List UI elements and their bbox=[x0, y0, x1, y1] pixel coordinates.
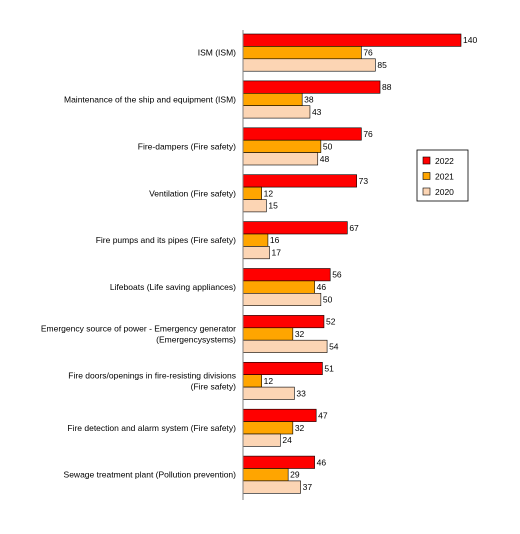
bar-2022-9 bbox=[242, 455, 315, 469]
bar-2020-4 bbox=[242, 246, 270, 260]
legend-label-2022: 2022 bbox=[435, 156, 454, 166]
category-label-1: Maintenance of the ship and equipment (I… bbox=[64, 95, 236, 105]
value-label-2022-6: 52 bbox=[326, 317, 336, 327]
value-label-2022-9: 46 bbox=[317, 457, 327, 467]
bar-2021-9 bbox=[242, 468, 289, 482]
value-label-2021-3: 12 bbox=[264, 188, 274, 198]
bar-2020-7 bbox=[242, 386, 295, 400]
bar-2022-5 bbox=[242, 268, 331, 282]
bar-2020-2 bbox=[242, 152, 319, 166]
bar-2022-3 bbox=[242, 174, 357, 188]
category-label-7: Fire doors/openings in fire-resisting di… bbox=[68, 370, 236, 391]
value-label-2021-0: 76 bbox=[363, 48, 373, 58]
bar-2022-6 bbox=[242, 315, 325, 329]
bar-2022-4 bbox=[242, 221, 348, 235]
value-label-2020-1: 43 bbox=[312, 107, 322, 117]
category-label-5: Lifeboats (Life saving appliances) bbox=[110, 282, 236, 292]
value-label-2020-2: 48 bbox=[320, 154, 330, 164]
bar-2022-8 bbox=[242, 408, 317, 422]
bar-2020-3 bbox=[242, 199, 267, 213]
value-label-2020-3: 15 bbox=[268, 201, 278, 211]
value-label-2021-5: 46 bbox=[317, 282, 327, 292]
category-labels: ISM (ISM) Maintenance of the ship and equ… bbox=[41, 48, 236, 480]
value-label-2021-4: 16 bbox=[270, 235, 280, 245]
bar-2020-1 bbox=[242, 105, 311, 119]
bar-2021-2 bbox=[242, 139, 322, 153]
value-label-2021-1: 38 bbox=[304, 95, 314, 105]
bar-2022-1 bbox=[242, 80, 381, 94]
category-label-6: Emergency source of power - Emergency ge… bbox=[41, 324, 236, 345]
legend-swatch-2022 bbox=[422, 156, 431, 165]
bar-2021-8 bbox=[242, 421, 294, 435]
value-label-2020-4: 17 bbox=[271, 248, 281, 258]
value-label-2022-5: 56 bbox=[332, 270, 342, 280]
category-label-8: Fire detection and alarm system (Fire sa… bbox=[67, 423, 236, 433]
bar-2021-3 bbox=[242, 186, 262, 200]
bar-2022-0 bbox=[242, 33, 462, 47]
value-label-2020-5: 50 bbox=[323, 295, 333, 305]
bar-2022-2 bbox=[242, 127, 362, 141]
legend-swatch-2020 bbox=[422, 187, 431, 196]
bar-2021-1 bbox=[242, 93, 303, 107]
value-label-2022-1: 88 bbox=[382, 82, 392, 92]
value-label-2022-7: 51 bbox=[324, 364, 334, 374]
bar-2021-7 bbox=[242, 374, 262, 388]
category-label-2: Fire-dampers (Fire safety) bbox=[138, 141, 236, 151]
value-label-2021-8: 32 bbox=[295, 423, 305, 433]
category-label-0: ISM (ISM) bbox=[198, 48, 236, 58]
value-label-2020-6: 54 bbox=[329, 341, 339, 351]
value-label-2020-7: 33 bbox=[296, 388, 306, 398]
value-label-2022-3: 73 bbox=[359, 176, 369, 186]
value-label-2020-8: 24 bbox=[282, 435, 292, 445]
legend: 2022 2021 2020 bbox=[416, 149, 469, 202]
bars-layer bbox=[242, 33, 462, 494]
value-label-2022-4: 67 bbox=[349, 223, 359, 233]
legend-swatch-2021 bbox=[422, 172, 431, 180]
bar-2020-5 bbox=[242, 292, 322, 306]
value-label-2021-6: 32 bbox=[295, 329, 305, 339]
value-label-2022-0: 140 bbox=[463, 35, 477, 45]
bar-2020-8 bbox=[242, 433, 281, 447]
legend-label-2021: 2021 bbox=[435, 172, 454, 182]
bar-2022-7 bbox=[242, 361, 323, 375]
bar-2020-9 bbox=[242, 480, 301, 494]
bar-2020-6 bbox=[242, 339, 328, 353]
value-label-2020-9: 37 bbox=[303, 482, 313, 492]
value-label-2021-9: 29 bbox=[290, 470, 300, 480]
category-label-9: Sewage treatment plant (Pollution preven… bbox=[64, 470, 237, 480]
bar-2020-0 bbox=[242, 58, 376, 72]
value-labels: 140 76 85 88 38 43 76 50 48 73 12 15 67 16 17 56 46 50 52 3… bbox=[264, 35, 478, 492]
category-label-4: Fire pumps and its pipes (Fire safety) bbox=[96, 235, 236, 245]
value-label-2022-2: 76 bbox=[363, 129, 373, 139]
bar-2021-0 bbox=[242, 46, 362, 60]
value-label-2022-8: 47 bbox=[318, 410, 328, 420]
bar-2021-5 bbox=[242, 280, 315, 294]
value-label-2021-7: 12 bbox=[264, 376, 274, 386]
value-label-2020-0: 85 bbox=[377, 60, 387, 70]
category-label-3: Ventilation (Fire safety) bbox=[149, 188, 236, 198]
value-label-2021-2: 50 bbox=[323, 141, 333, 151]
legend-label-2020: 2020 bbox=[435, 187, 454, 197]
bar-2021-6 bbox=[242, 327, 294, 341]
bar-2021-4 bbox=[242, 233, 269, 247]
